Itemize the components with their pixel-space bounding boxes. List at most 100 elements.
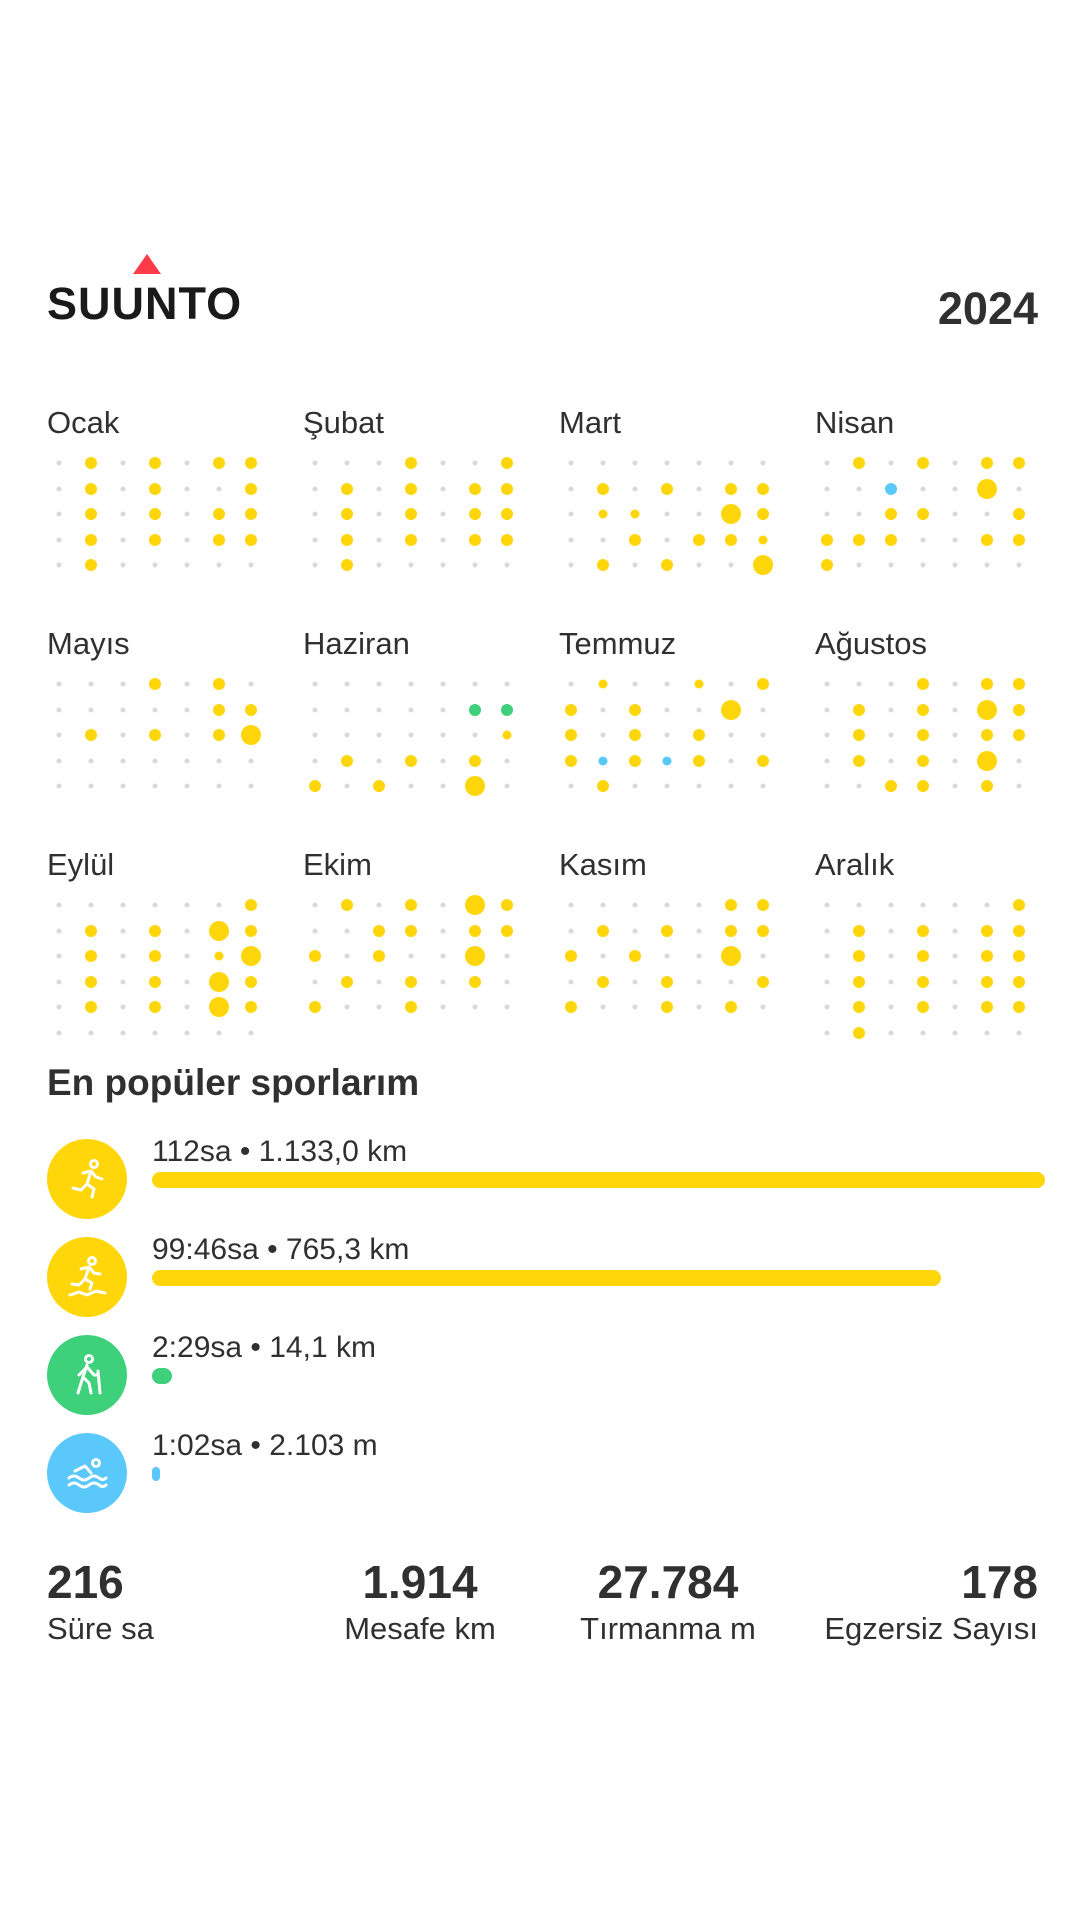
day-dot-activity [598, 756, 608, 765]
month-12[interactable]: Aralık [815, 847, 1055, 1047]
day-dot-activity [213, 533, 225, 546]
day-dot-activity [1013, 924, 1025, 937]
day-dot-activity [977, 699, 997, 720]
sport-bar [152, 1270, 941, 1286]
day-dot-empty [152, 902, 158, 908]
month-11[interactable]: Kasım [559, 847, 799, 1047]
day-dot-empty [376, 732, 382, 738]
day-dot-activity [149, 950, 161, 962]
day-dot-activity [245, 924, 257, 937]
day-dot-activity [85, 924, 97, 937]
day-dot-activity [501, 924, 513, 937]
month-1[interactable]: Ocak [47, 405, 287, 605]
day-dot-empty [888, 681, 894, 687]
day-dot-empty [696, 1004, 702, 1010]
day-dot-activity [213, 508, 225, 520]
day-dot-empty [1016, 562, 1022, 568]
day-dot-activity [501, 508, 513, 520]
month-9[interactable]: Eylül [47, 847, 287, 1047]
day-dot-empty [888, 902, 894, 908]
sport-row[interactable]: 99:46sa • 765,3 km [0, 1233, 1080, 1323]
day-dot-activity [597, 482, 609, 495]
day-dot-empty [184, 953, 190, 959]
day-dot-empty [152, 783, 158, 789]
month-5[interactable]: Mayıs [47, 626, 287, 826]
day-dot-empty [120, 537, 126, 542]
day-dot-empty [376, 758, 382, 763]
day-dot-empty [344, 732, 350, 738]
month-6[interactable]: Haziran [303, 626, 543, 826]
day-dot-empty [344, 460, 350, 466]
stat-label: Tırmanma m [580, 1611, 756, 1646]
day-dot-activity [981, 678, 993, 690]
day-dot-activity [757, 482, 769, 495]
month-4[interactable]: Nisan [815, 405, 1055, 605]
day-dot-empty [344, 681, 350, 687]
month-3[interactable]: Mart [559, 405, 799, 605]
month-name: Ekim [303, 847, 372, 882]
day-dot-activity [341, 754, 353, 767]
day-dot-empty [376, 537, 382, 542]
day-dot-activity [469, 754, 481, 767]
month-day-grid [815, 893, 1045, 1039]
day-dot-activity [405, 899, 417, 911]
day-dot-empty [696, 979, 702, 984]
workout-count-stat: 178 Egzersiz Sayısı [824, 1555, 1038, 1649]
day-dot-activity [1013, 975, 1025, 988]
day-dot-empty [88, 783, 94, 789]
day-dot-activity [85, 457, 97, 469]
trail-running-icon [47, 1237, 127, 1317]
day-dot-activity [245, 533, 257, 546]
day-dot-empty [824, 707, 830, 712]
day-dot-activity [821, 559, 833, 571]
month-8[interactable]: Ağustos [815, 626, 1055, 826]
day-dot-empty [824, 460, 830, 466]
day-dot-activity [373, 924, 385, 937]
day-dot-empty [600, 732, 606, 738]
day-dot-empty [888, 928, 894, 933]
day-dot-activity [693, 754, 705, 767]
sport-row[interactable]: 112sa • 1.133,0 km [0, 1135, 1080, 1225]
day-dot-empty [952, 511, 958, 517]
day-dot-activity [1013, 533, 1025, 546]
day-dot-empty [152, 707, 158, 712]
day-dot-empty [824, 732, 830, 738]
day-dot-activity [245, 508, 257, 520]
day-dot-empty [472, 460, 478, 466]
distance-stat: 1.914 Mesafe km [300, 1555, 540, 1649]
day-dot-empty [696, 511, 702, 517]
sport-row[interactable]: 1:02sa • 2.103 m [0, 1429, 1080, 1519]
day-dot-empty [952, 783, 958, 789]
day-dot-empty [856, 681, 862, 687]
day-dot-activity [917, 950, 929, 962]
month-name: Ocak [47, 405, 120, 440]
day-dot-activity [1013, 703, 1025, 716]
day-dot-empty [312, 562, 318, 568]
day-dot-empty [504, 562, 510, 568]
day-dot-empty [56, 732, 62, 738]
day-dot-empty [664, 953, 670, 959]
day-dot-empty [920, 562, 926, 568]
month-7[interactable]: Temmuz [559, 626, 799, 826]
day-dot-activity [149, 975, 161, 988]
day-dot-activity [629, 533, 641, 546]
day-dot-activity [853, 533, 865, 546]
day-dot-empty [600, 537, 606, 542]
day-dot-empty [504, 953, 510, 959]
day-dot-activity [469, 508, 481, 520]
day-dot-activity [85, 729, 97, 741]
day-dot-empty [504, 979, 510, 984]
month-10[interactable]: Ekim [303, 847, 543, 1047]
month-name: Kasım [559, 847, 647, 882]
day-dot-activity [373, 780, 385, 792]
day-dot-empty [312, 486, 318, 491]
day-dot-empty [920, 486, 926, 491]
sport-row[interactable]: 2:29sa • 14,1 km [0, 1331, 1080, 1421]
day-dot-activity [853, 975, 865, 988]
month-2[interactable]: Şubat [303, 405, 543, 605]
day-dot-empty [184, 1004, 190, 1010]
day-dot-empty [376, 1004, 382, 1010]
day-dot-activity [241, 946, 261, 966]
day-dot-activity [977, 750, 997, 771]
running-icon [47, 1139, 127, 1219]
